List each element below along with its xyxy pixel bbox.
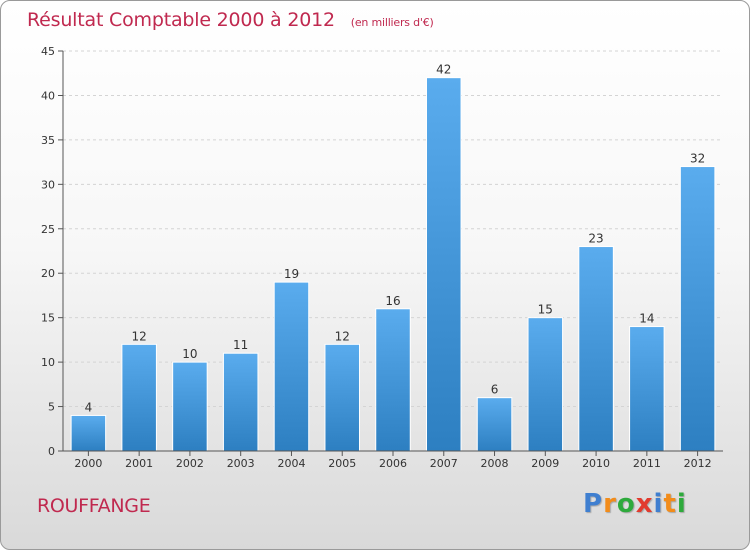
y-tick-label: 25 — [41, 223, 55, 236]
data-label-2007: 42 — [436, 63, 451, 77]
logo-letter: o — [616, 489, 636, 519]
logo-letter: i — [676, 489, 687, 519]
bar-2000 — [70, 414, 107, 452]
y-tick-label: 40 — [41, 89, 55, 102]
data-label-2002: 10 — [182, 347, 197, 361]
logo-letter: x — [635, 489, 654, 519]
x-tick-label-2000: 2000 — [74, 457, 102, 470]
x-tick-label-2004: 2004 — [277, 457, 305, 470]
bar-2008 — [476, 397, 513, 452]
y-tick-label: 35 — [41, 134, 55, 147]
data-label-2010: 23 — [588, 232, 603, 246]
bar-2002 — [172, 361, 208, 452]
data-label-2009: 15 — [538, 303, 553, 317]
y-tick-label: 45 — [41, 45, 55, 58]
bar-2004 — [273, 281, 310, 452]
bar-2011 — [629, 326, 665, 452]
data-label-2011: 14 — [639, 312, 654, 326]
x-tick-label-2002: 2002 — [176, 457, 204, 470]
data-label-2000: 4 — [85, 400, 93, 414]
bar-2012 — [679, 166, 716, 452]
bar-2007 — [426, 77, 462, 452]
data-label-2006: 16 — [385, 294, 400, 308]
bar-2006 — [375, 308, 411, 452]
y-tick-label: 20 — [41, 267, 55, 280]
bar-2001 — [121, 343, 157, 452]
chart-subtitle: (en milliers d'€) — [350, 16, 434, 29]
bar-2003 — [222, 352, 259, 452]
bar-2009 — [527, 317, 564, 452]
logo-letter: t — [663, 489, 677, 519]
proxiti-logo: Proxiti — [583, 489, 687, 519]
logo-letter: i — [653, 489, 664, 519]
x-tick-label-2006: 2006 — [379, 457, 407, 470]
town-name: ROUFFANGE — [37, 495, 151, 517]
x-tick-label-2007: 2007 — [430, 457, 458, 470]
data-label-2012: 32 — [690, 152, 705, 166]
x-tick-label-2005: 2005 — [328, 457, 356, 470]
y-tick-label: 30 — [41, 178, 55, 191]
bar-2010 — [578, 246, 614, 452]
data-label-2008: 6 — [491, 383, 499, 397]
data-label-2003: 11 — [233, 338, 248, 352]
x-tick-label-2001: 2001 — [125, 457, 153, 470]
x-tick-label-2011: 2011 — [633, 457, 661, 470]
y-tick-label: 15 — [41, 312, 55, 325]
data-label-2001: 12 — [132, 329, 147, 343]
x-tick-label-2009: 2009 — [531, 457, 559, 470]
x-tick-label-2008: 2008 — [481, 457, 509, 470]
x-tick-label-2003: 2003 — [227, 457, 255, 470]
y-tick-label: 0 — [48, 445, 55, 458]
x-tick-label-2010: 2010 — [582, 457, 610, 470]
data-label-2005: 12 — [335, 329, 350, 343]
logo-letter: P — [583, 489, 604, 519]
y-tick-label: 10 — [41, 356, 55, 369]
data-label-2004: 19 — [284, 267, 299, 281]
bar-2005 — [324, 343, 360, 452]
y-tick-label: 5 — [48, 401, 55, 414]
chart-title-block: Résultat Comptable 2000 à 2012 (en milli… — [27, 9, 434, 31]
logo-letter: r — [603, 489, 617, 519]
x-tick-label-2012: 2012 — [684, 457, 712, 470]
chart-title: Résultat Comptable 2000 à 2012 — [27, 9, 335, 31]
